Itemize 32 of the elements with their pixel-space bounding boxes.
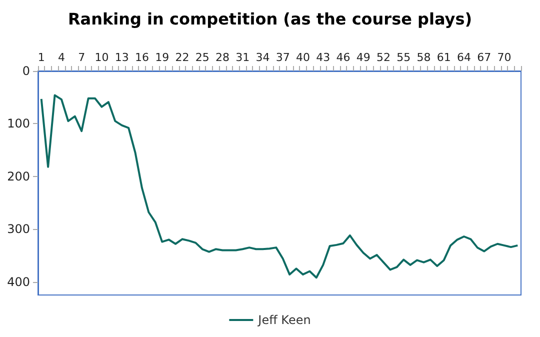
x-tick-label: 58	[416, 51, 431, 64]
x-tick-label: 31	[236, 51, 250, 64]
y-tick-label: 200	[7, 169, 30, 184]
x-tick-label: 4	[58, 51, 65, 64]
legend-label: Jeff Keen	[257, 313, 311, 327]
x-tick-label: 43	[316, 51, 330, 64]
x-tick-label: 64	[456, 51, 471, 64]
x-tick-label: 52	[376, 51, 390, 64]
x-tick-label: 70	[497, 51, 512, 64]
x-tick-label: 37	[276, 51, 290, 64]
x-tick-label: 67	[477, 51, 492, 64]
x-tick-label: 40	[296, 51, 310, 64]
x-tick-label: 19	[155, 51, 170, 64]
line-series	[40, 94, 519, 279]
x-tick-label: 22	[175, 51, 190, 64]
chart-title: Ranking in competition (as the course plays)	[68, 10, 472, 28]
y-tick-label: 300	[7, 222, 30, 236]
x-tick-label: 55	[396, 51, 411, 64]
x-tick-label: 13	[114, 51, 129, 64]
y-tick-label: 400	[7, 274, 30, 289]
y-tick-label: 0	[22, 64, 30, 78]
y-tick-label: 100	[7, 116, 30, 131]
x-tick-label: 61	[436, 51, 451, 64]
x-tick-label: 7	[78, 51, 86, 64]
x-tick-label: 28	[215, 51, 230, 64]
x-tick-label: 10	[94, 51, 109, 64]
x-tick-label: 25	[195, 51, 210, 64]
x-tick-label: 46	[336, 51, 350, 64]
x-tick-label: 16	[134, 51, 149, 64]
x-tick-label: 49	[356, 51, 370, 64]
x-tick-label: 1	[38, 51, 45, 64]
x-tick-label: 34	[256, 51, 270, 64]
